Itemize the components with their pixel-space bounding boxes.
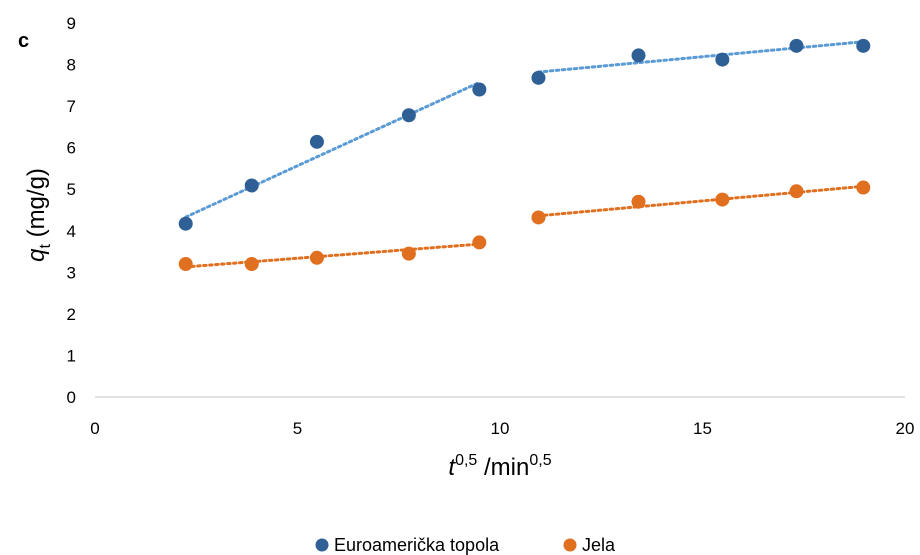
x-axis-title-symbol: t: [448, 454, 456, 481]
y-tick-label: 9: [67, 14, 76, 33]
data-points: [178, 38, 871, 272]
y-tick-label: 7: [67, 97, 76, 116]
trendlines: [184, 40, 865, 269]
data-point-jela: [401, 246, 416, 261]
y-tick-label: 8: [67, 56, 76, 75]
data-point-euroamericka-topola: [178, 216, 193, 231]
data-point-euroamericka-topola: [631, 48, 646, 63]
trendline-jela: [184, 242, 481, 269]
data-point-euroamericka-topola: [309, 134, 324, 149]
data-point-euroamericka-topola: [244, 178, 259, 193]
y-tick-label: 6: [67, 139, 76, 158]
data-point-euroamericka-topola: [401, 108, 416, 123]
data-point-jela: [631, 194, 646, 209]
data-point-jela: [715, 192, 730, 207]
x-tick-label: 15: [693, 419, 712, 438]
legend: Euroamerička topola Jela: [315, 535, 616, 555]
trendline-euroamericka-topola: [184, 80, 481, 219]
y-tick-label: 0: [67, 388, 76, 407]
data-point-jela: [178, 257, 193, 272]
data-point-euroamericka-topola: [715, 52, 730, 67]
x-tick-label: 0: [90, 419, 99, 438]
x-axis-title: t0,5 /min0,5: [448, 452, 551, 481]
data-point-euroamericka-topola: [472, 82, 487, 97]
data-point-jela: [531, 210, 546, 225]
y-tick-label: 4: [67, 222, 76, 241]
x-tick-label: 20: [896, 419, 915, 438]
x-axis-title-superscript: 0,5: [455, 452, 477, 469]
data-point-jela: [856, 180, 871, 195]
data-point-euroamericka-topola: [856, 38, 871, 53]
data-point-jela: [244, 257, 259, 272]
data-point-jela: [309, 250, 324, 265]
y-tick-label: 3: [67, 263, 76, 282]
x-tick-label: 5: [293, 419, 302, 438]
y-axis-title-symbol: q: [23, 248, 50, 262]
data-point-euroamericka-topola: [531, 70, 546, 85]
x-axis-title-unit: /min: [477, 454, 529, 481]
x-axis-title-unit-superscript: 0,5: [529, 452, 551, 469]
legend-label-euroamericka-topola: Euroamerička topola: [334, 535, 500, 555]
y-tick-label: 2: [67, 305, 76, 324]
trendline-euroamericka-topola: [536, 40, 865, 74]
y-axis-title-subscript: t: [37, 244, 54, 249]
panel-label: c: [18, 30, 29, 52]
legend-marker-jela: [563, 538, 577, 552]
y-tick-label: 1: [67, 346, 76, 365]
data-point-jela: [472, 235, 487, 250]
x-axis-ticks: 0 5 10 15 20: [90, 419, 914, 438]
y-tick-label: 5: [67, 180, 76, 199]
data-point-euroamericka-topola: [789, 38, 804, 53]
y-axis-ticks: 0 1 2 3 4 5 6 7 8 9: [67, 14, 76, 407]
data-point-jela: [789, 184, 804, 199]
legend-marker-euroamericka-topola: [315, 538, 329, 552]
legend-label-jela: Jela: [582, 535, 616, 555]
x-tick-label: 10: [491, 419, 510, 438]
y-axis-title: qt (mg/g): [23, 168, 54, 262]
y-axis-title-unit: (mg/g): [23, 168, 50, 244]
trendline-jela: [536, 184, 865, 218]
